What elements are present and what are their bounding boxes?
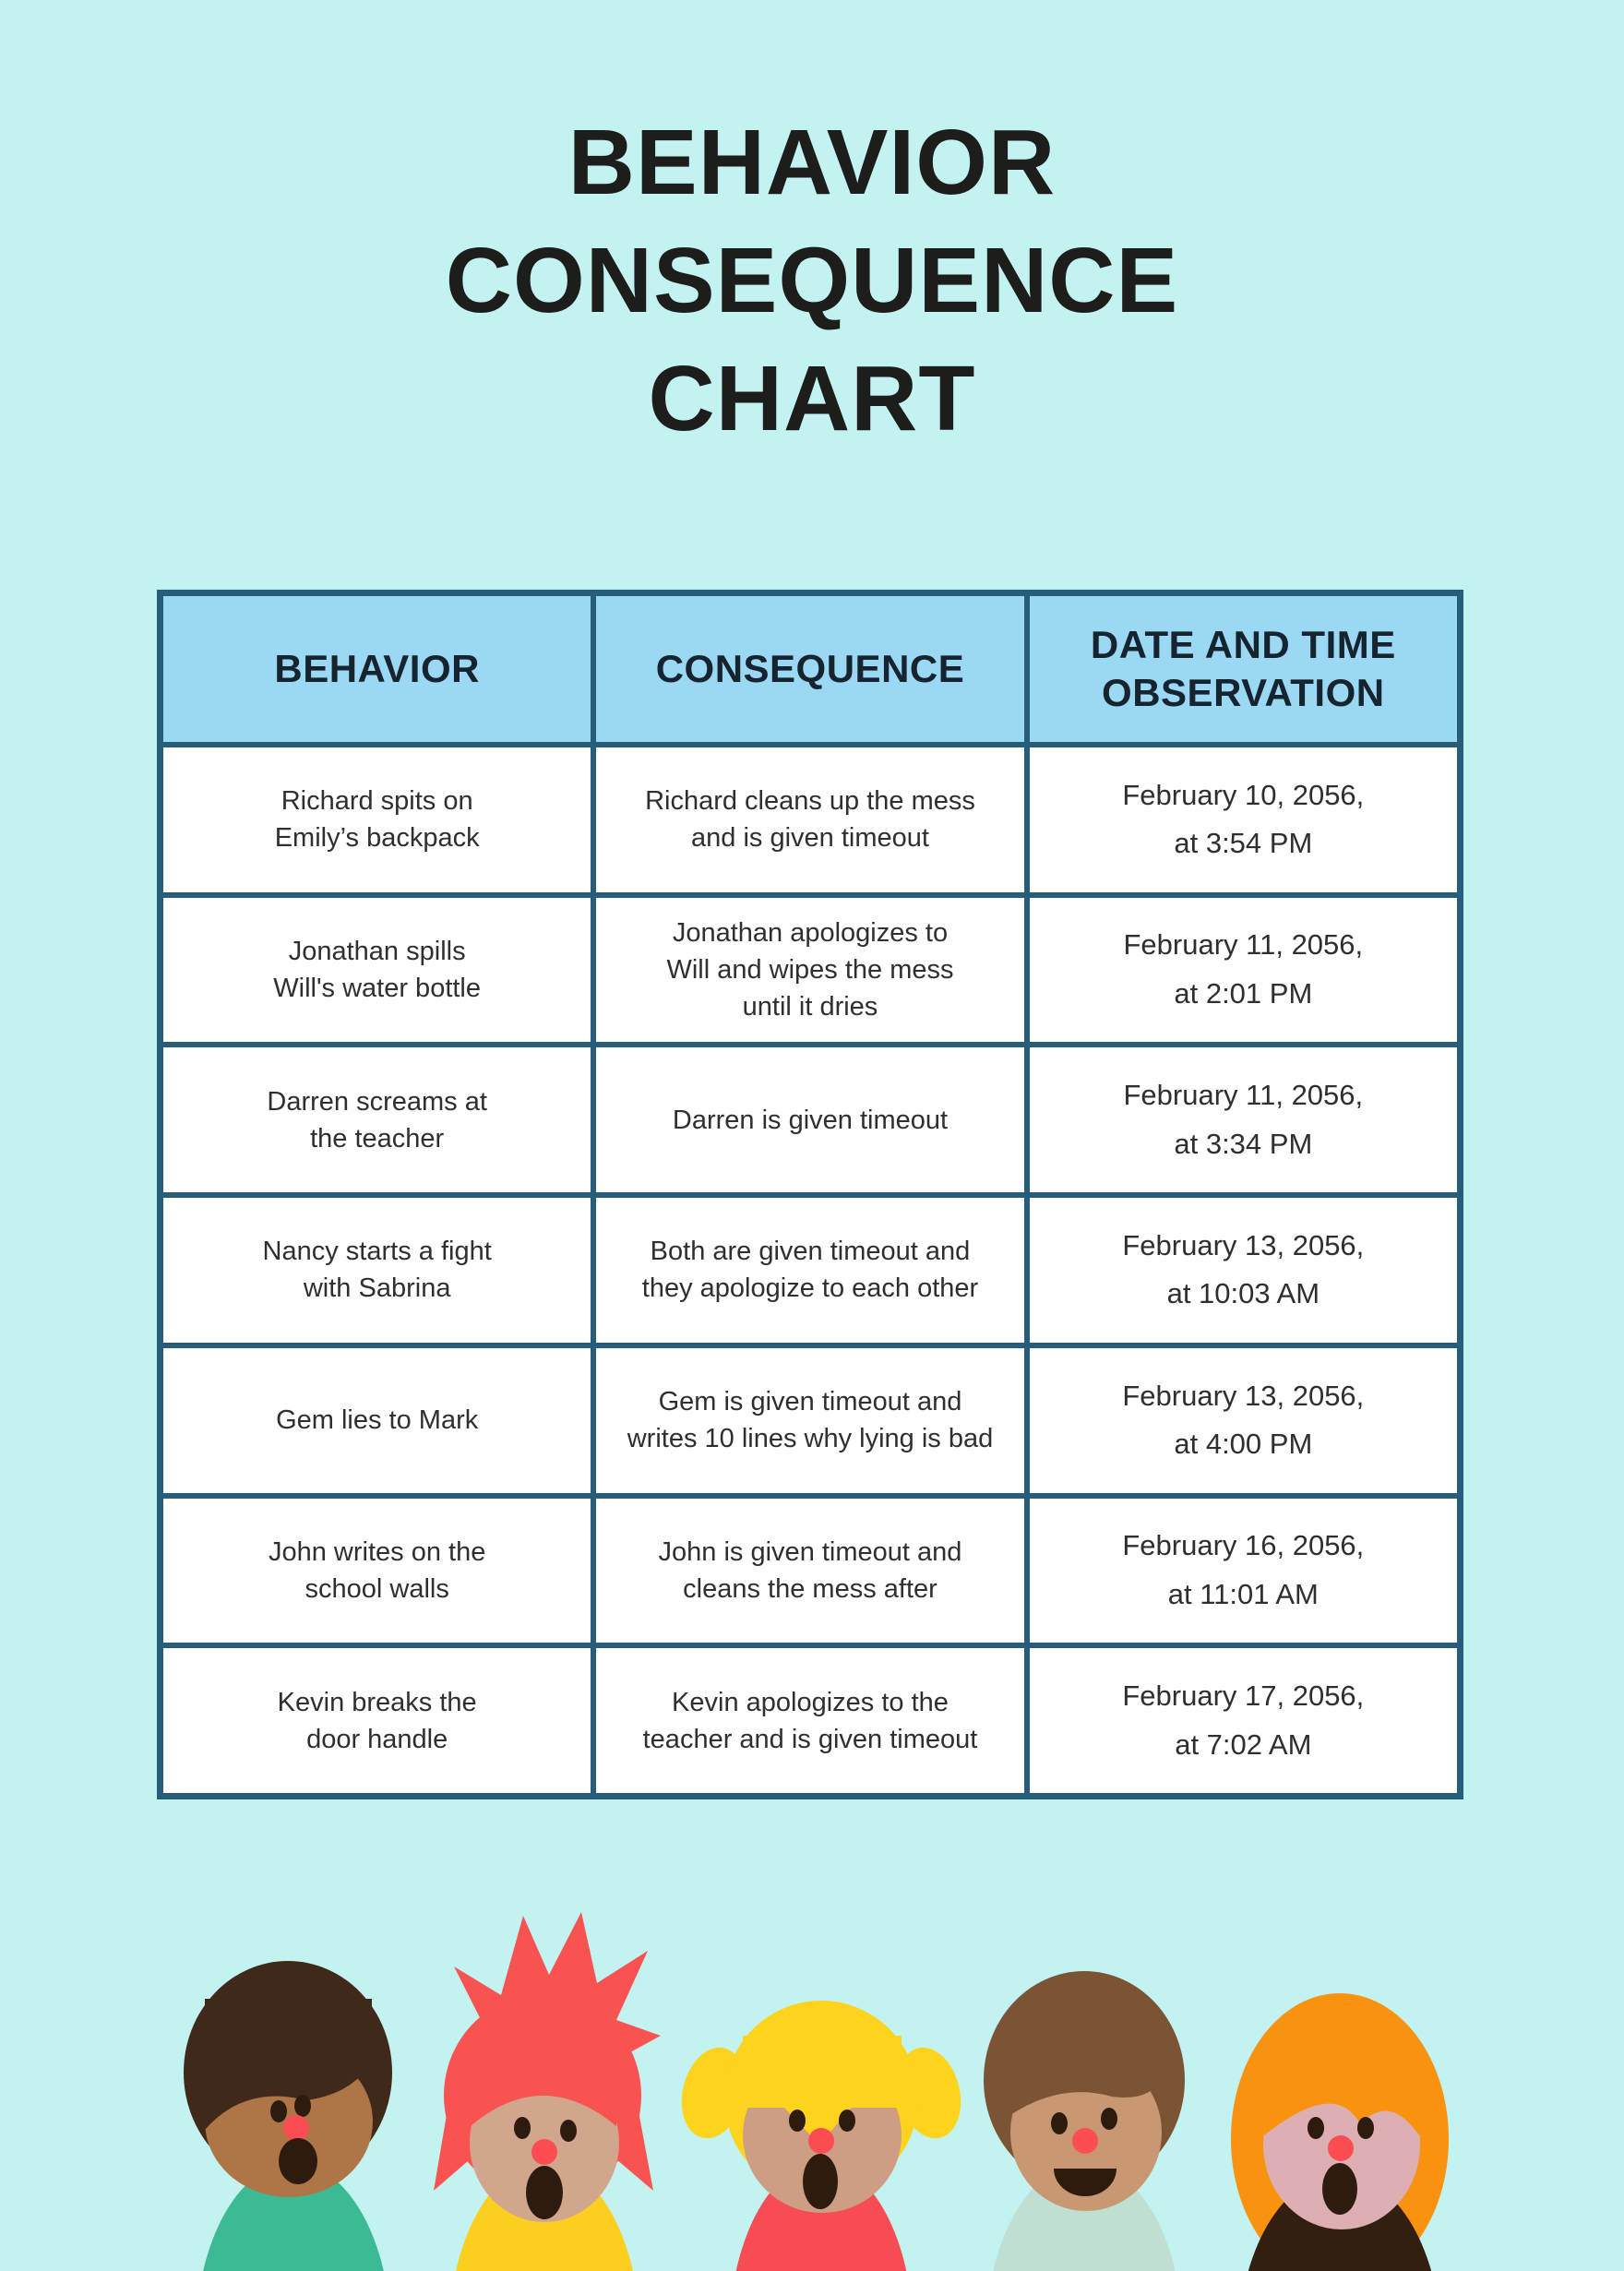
children-illustration: [184, 1912, 1449, 2271]
mouth: [803, 2154, 838, 2209]
hair-fringe: [1010, 2017, 1164, 2115]
column-header-behavior: BEHAVIOR: [163, 596, 591, 742]
consequence-cell-row-1: Richard cleans up the mess and is given …: [596, 747, 1024, 892]
eye-left: [789, 2110, 806, 2132]
hair-band: [743, 2036, 902, 2108]
datetime-cell-row-5: February 13, 2056, at 4:00 PM: [1029, 1347, 1457, 1493]
column-header-datetime: DATE AND TIME OBSERVATION: [1029, 596, 1457, 742]
column-header-consequence: CONSEQUENCE: [596, 596, 1024, 742]
datetime-cell-row-4: February 13, 2056, at 10:03 AM: [1029, 1198, 1457, 1343]
title-line-2: CONSEQUENCE: [445, 229, 1179, 332]
eye-right: [839, 2110, 855, 2132]
eye-right: [294, 2095, 311, 2117]
hair-strand-left: [434, 2082, 476, 2191]
nose: [1072, 2128, 1098, 2154]
datetime-cell-row-3: February 11, 2056, at 3:34 PM: [1029, 1047, 1457, 1193]
datetime-cell-row-1: February 10, 2056, at 3:54 PM: [1029, 747, 1457, 892]
mouth: [1322, 2163, 1357, 2215]
kid-girl-coral-shirt: [681, 2001, 961, 2271]
eye-left: [1051, 2112, 1068, 2134]
eye-left: [1308, 2117, 1324, 2139]
kid-girl-darkbrown-shirt: [1231, 1993, 1449, 2271]
consequence-cell-row-3: Darren is given timeout: [596, 1047, 1024, 1193]
hair-fringe: [205, 1999, 372, 2130]
kid-girl-yellow-shirt: [434, 1912, 661, 2271]
behavior-cell-row-2: Jonathan spills Will's water bottle: [163, 897, 591, 1043]
consequence-cell-row-4: Both are given timeout and they apologiz…: [596, 1198, 1024, 1343]
hair-strand-right: [610, 2082, 653, 2191]
datetime-cell-row-6: February 16, 2056, at 11:01 AM: [1029, 1498, 1457, 1643]
consequence-cell-row-6: John is given timeout and cleans the mes…: [596, 1498, 1024, 1643]
eye-right: [1357, 2117, 1374, 2139]
behavior-cell-row-3: Darren screams at the teacher: [163, 1047, 591, 1193]
hair-bangs: [1264, 2050, 1419, 2135]
nose: [531, 2139, 557, 2165]
consequence-cell-row-2: Jonathan apologizes to Will and wipes th…: [596, 897, 1024, 1043]
eye-left: [514, 2117, 531, 2139]
nose: [1328, 2135, 1354, 2161]
consequence-cell-row-5: Gem is given timeout and writes 10 lines…: [596, 1347, 1024, 1493]
behavior-cell-row-6: John writes on the school walls: [163, 1498, 591, 1643]
mouth-smile: [1054, 2169, 1116, 2196]
shirt: [203, 2163, 384, 2271]
eye-left: [270, 2100, 287, 2122]
behavior-cell-row-1: Richard spits on Emily’s backpack: [163, 747, 591, 892]
kid-boy-green-shirt: [184, 1961, 392, 2271]
eye-right: [1101, 2108, 1117, 2130]
nose: [808, 2128, 834, 2154]
page-title: BEHAVIOR CONSEQUENCE CHART: [0, 103, 1624, 458]
behavior-cell-row-4: Nancy starts a fight with Sabrina: [163, 1198, 591, 1343]
title-line-1: BEHAVIOR: [567, 111, 1057, 214]
consequence-cell-row-7: Kevin apologizes to the teacher and is g…: [596, 1648, 1024, 1793]
kid-boy-mint-shirt: [984, 1971, 1185, 2271]
datetime-cell-row-7: February 17, 2056, at 7:02 AM: [1029, 1648, 1457, 1793]
mouth: [279, 2138, 317, 2184]
behavior-cell-row-5: Gem lies to Mark: [163, 1347, 591, 1493]
behavior-consequence-table: BEHAVIOR CONSEQUENCE DATE AND TIME OBSER…: [157, 590, 1463, 1799]
behavior-cell-row-7: Kevin breaks the door handle: [163, 1648, 591, 1793]
eye-right: [560, 2120, 577, 2142]
hair-bangs: [471, 2058, 616, 2126]
datetime-cell-row-2: February 11, 2056, at 2:01 PM: [1029, 897, 1457, 1043]
mouth: [526, 2166, 563, 2219]
nose: [283, 2115, 309, 2141]
title-line-3: CHART: [648, 347, 976, 450]
